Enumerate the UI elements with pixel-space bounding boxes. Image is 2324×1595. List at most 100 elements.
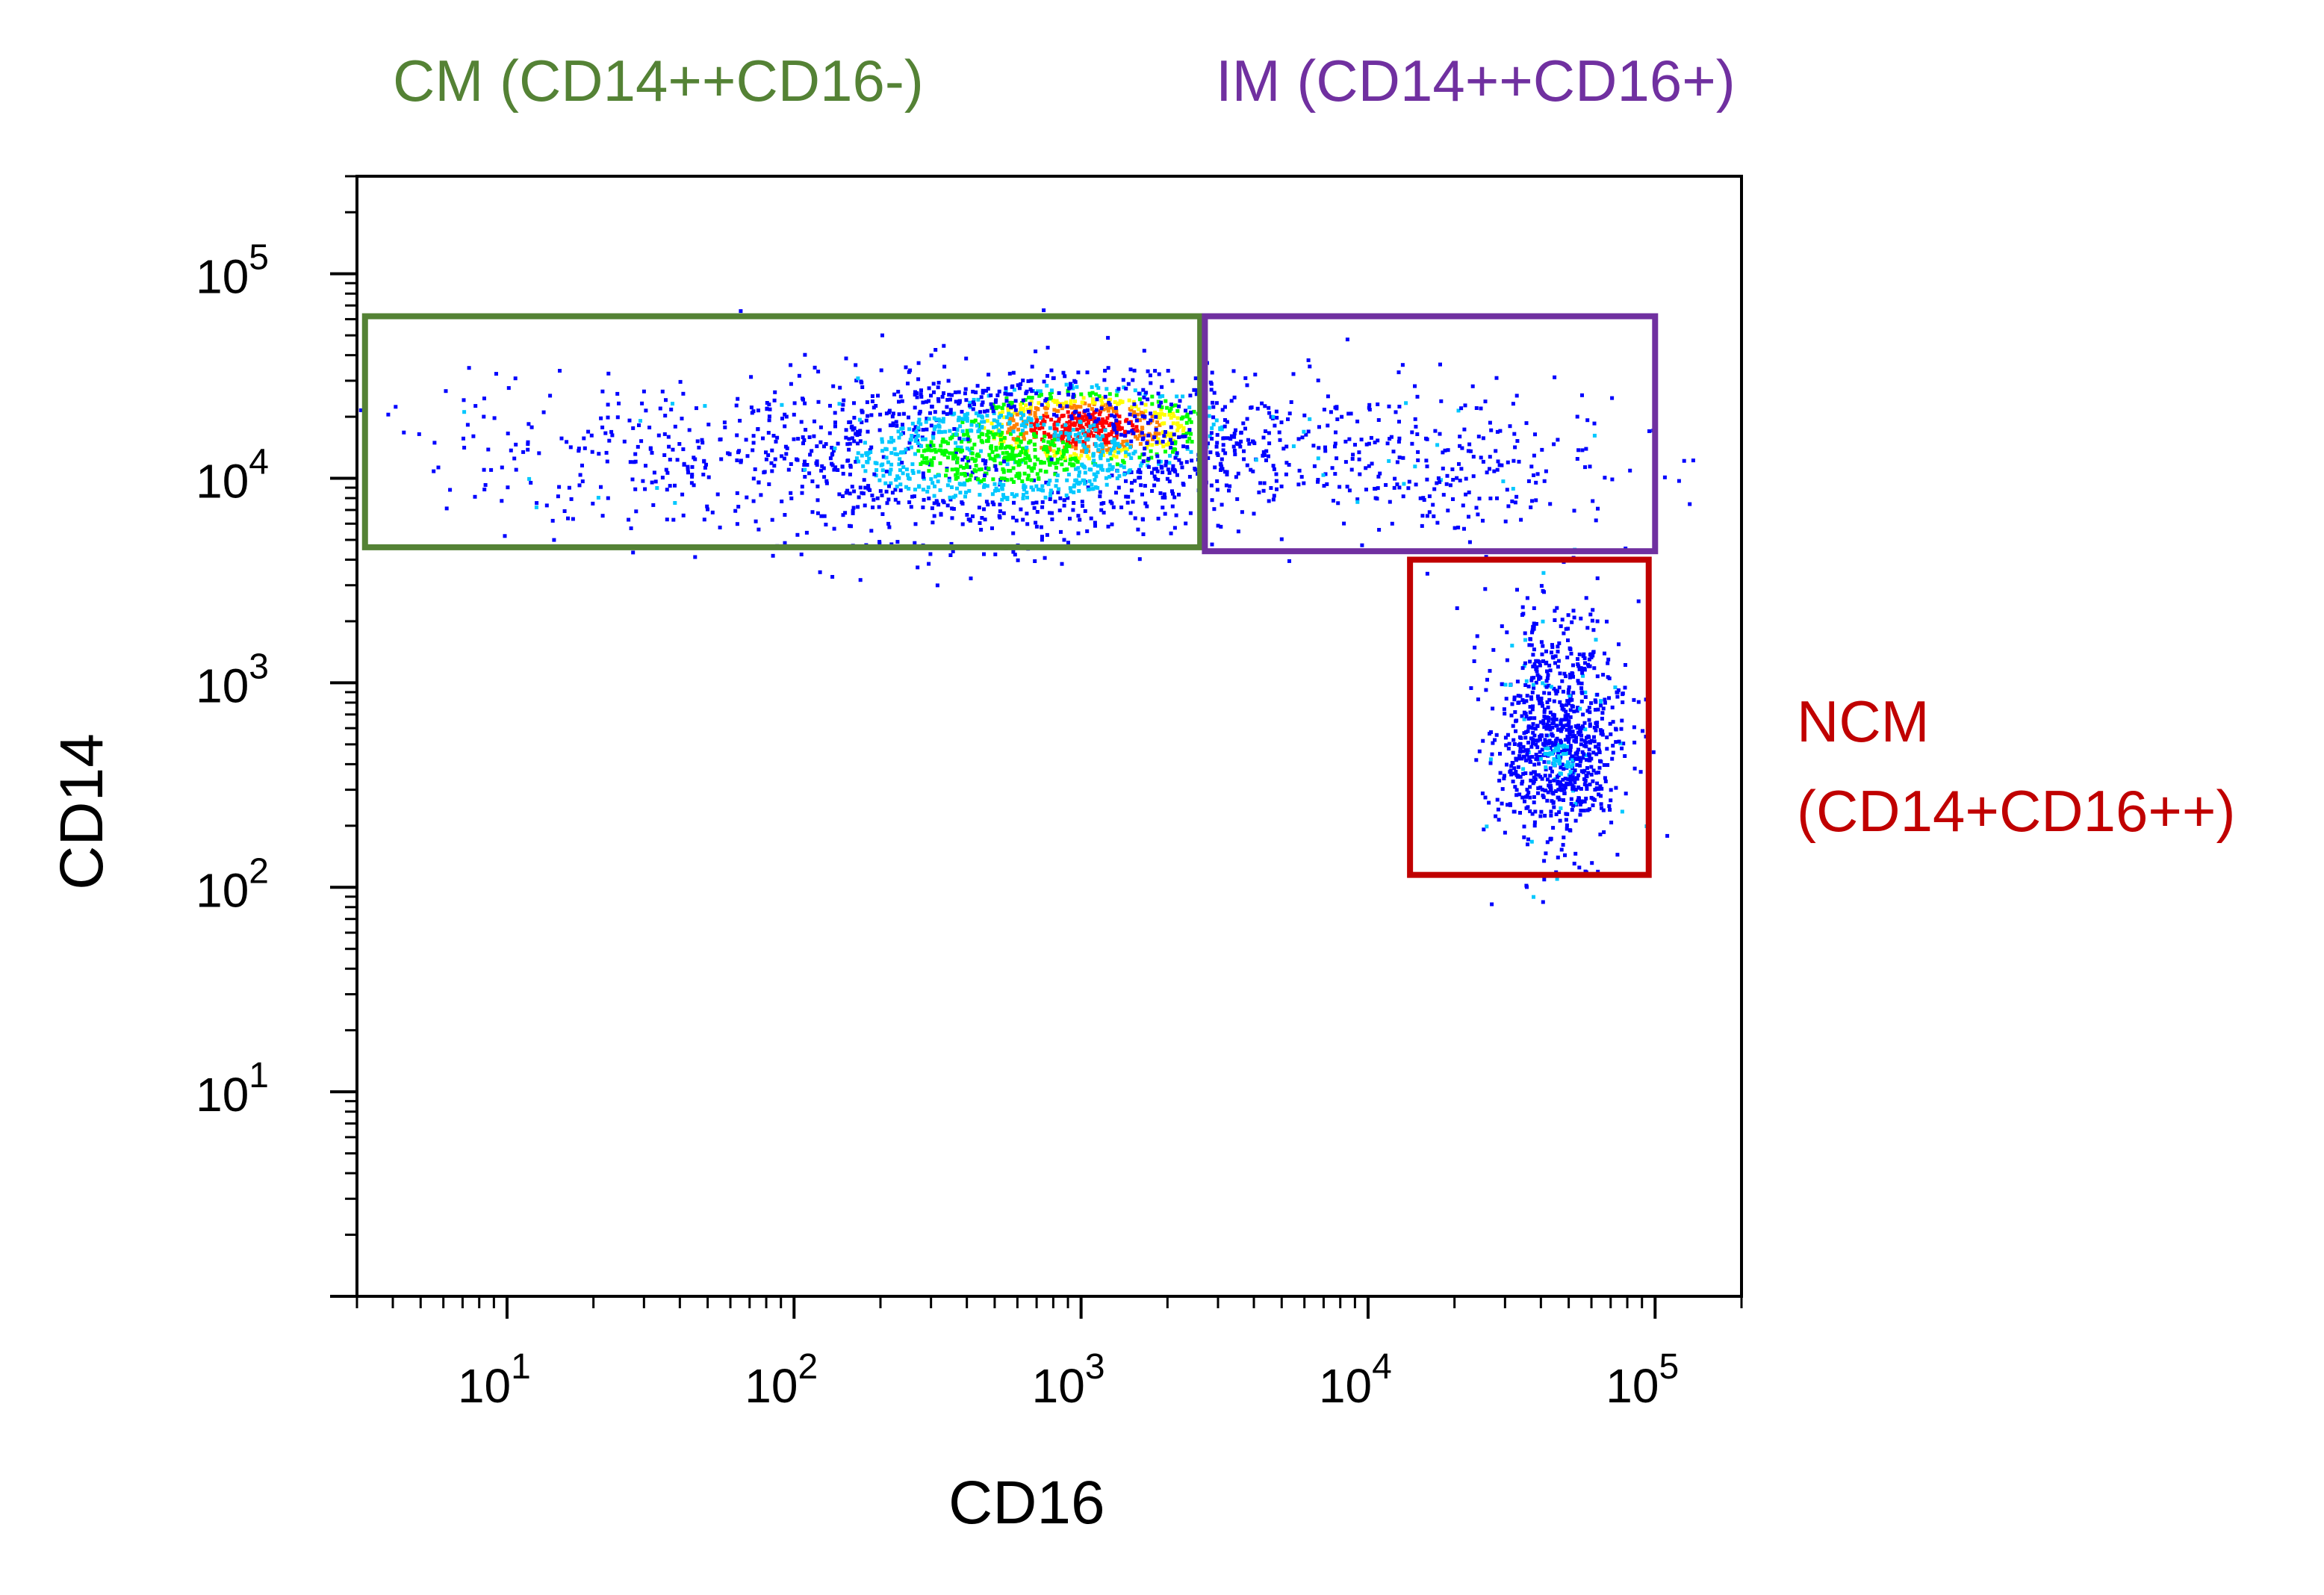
- event-dot: [1131, 423, 1135, 427]
- event-dot: [1505, 658, 1509, 662]
- event-dot: [907, 415, 910, 420]
- event-dot: [548, 394, 553, 398]
- event-dot: [848, 464, 853, 469]
- event-dot: [935, 583, 939, 588]
- event-dot: [1208, 450, 1213, 455]
- event-dot: [1206, 456, 1211, 460]
- event-dot: [971, 407, 975, 411]
- event-dot: [1021, 407, 1025, 411]
- event-dot: [1137, 456, 1142, 460]
- event-dot: [1577, 667, 1582, 671]
- event-dot: [1051, 449, 1056, 453]
- event-dot: [1041, 488, 1046, 493]
- event-dot: [1211, 400, 1215, 405]
- event-dot: [1026, 464, 1031, 469]
- event-dot: [668, 484, 672, 488]
- event-dot: [1240, 510, 1244, 514]
- event-dot: [1532, 716, 1537, 721]
- event-dot: [854, 459, 858, 464]
- event-dot: [1083, 408, 1087, 413]
- event-dot: [1526, 805, 1530, 809]
- event-dot: [1495, 798, 1500, 802]
- event-dot: [1522, 700, 1526, 705]
- event-dot: [1467, 442, 1472, 447]
- event-dot: [1000, 485, 1004, 489]
- event-dot: [965, 513, 969, 517]
- event-dot: [994, 445, 998, 450]
- event-dot: [1538, 701, 1542, 706]
- event-dot: [1007, 411, 1011, 416]
- event-dot: [1032, 432, 1036, 436]
- event-dot: [929, 448, 933, 453]
- event-dot: [895, 423, 899, 428]
- event-dot: [1155, 452, 1159, 456]
- event-dot: [1526, 717, 1531, 721]
- event-dot: [1351, 453, 1355, 457]
- event-dot: [1522, 710, 1526, 715]
- event-dot: [1564, 627, 1568, 631]
- event-dot: [870, 494, 874, 497]
- event-dot: [1316, 479, 1320, 484]
- event-dot: [997, 429, 1001, 433]
- event-dot: [1007, 453, 1011, 457]
- event-dot: [1150, 443, 1155, 447]
- event-dot: [1027, 395, 1031, 399]
- x-tick-label: 104: [1319, 1347, 1392, 1413]
- event-dot: [1155, 420, 1160, 424]
- event-dot: [1090, 397, 1095, 402]
- event-dot: [622, 439, 627, 444]
- event-dot: [1007, 371, 1012, 376]
- event-dot: [1133, 479, 1137, 483]
- event-dot: [879, 463, 883, 467]
- event-dot: [932, 494, 936, 498]
- event-dot: [734, 403, 739, 408]
- event-dot: [1520, 714, 1524, 718]
- event-dot: [960, 417, 964, 421]
- event-dot: [1589, 765, 1594, 769]
- event-dot: [913, 522, 918, 526]
- event-dot: [1135, 437, 1140, 441]
- event-dot: [1504, 697, 1509, 701]
- event-dot: [1494, 376, 1499, 380]
- event-dot: [803, 467, 807, 472]
- event-dot: [1431, 503, 1435, 507]
- event-dot: [1542, 725, 1547, 730]
- event-dot: [894, 478, 898, 482]
- event-dot: [1549, 809, 1553, 814]
- event-dot: [1528, 659, 1532, 664]
- event-dot: [1056, 433, 1060, 438]
- event-dot: [1559, 848, 1564, 852]
- event-dot: [1547, 683, 1551, 688]
- event-dot: [1035, 510, 1040, 514]
- event-dot: [893, 452, 898, 456]
- event-dot: [1222, 424, 1227, 429]
- event-dot: [982, 552, 986, 556]
- event-dot: [1053, 500, 1057, 504]
- event-dot: [1159, 400, 1163, 405]
- event-dot: [1141, 459, 1146, 464]
- event-dot: [852, 439, 857, 444]
- event-dot: [1550, 712, 1555, 717]
- event-dot: [906, 447, 910, 451]
- event-dot: [815, 484, 820, 488]
- event-dot: [1550, 752, 1555, 756]
- event-dot: [1582, 800, 1587, 803]
- event-dot: [992, 435, 996, 439]
- event-dot: [983, 517, 987, 522]
- event-dot: [932, 514, 936, 518]
- event-dot: [886, 460, 890, 464]
- event-dot: [1187, 428, 1192, 432]
- event-dot: [1032, 428, 1037, 432]
- event-dot: [1524, 679, 1529, 683]
- event-dot: [1477, 497, 1482, 501]
- event-dot: [977, 454, 981, 458]
- event-dot: [1540, 777, 1544, 781]
- event-dot: [1163, 463, 1168, 467]
- event-dot: [966, 439, 971, 444]
- event-dot: [1104, 476, 1108, 480]
- event-dot: [529, 481, 533, 485]
- event-dot: [1040, 461, 1044, 465]
- event-dot: [1233, 453, 1237, 456]
- event-dot: [1558, 780, 1562, 784]
- event-dot: [1169, 435, 1173, 438]
